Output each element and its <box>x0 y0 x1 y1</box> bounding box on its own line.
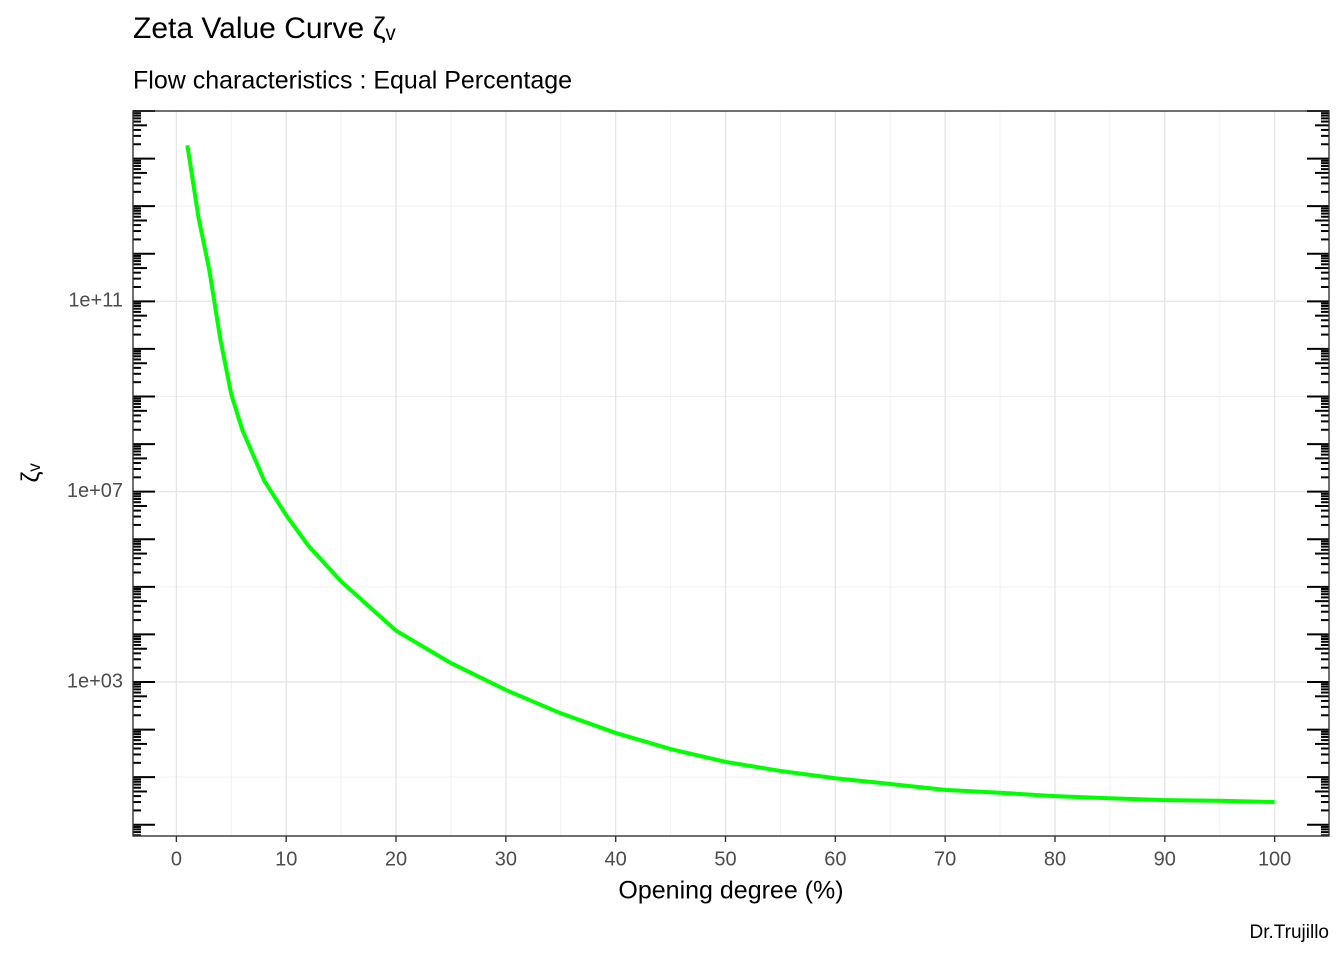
y-tick-label: 1e+11 <box>68 290 123 312</box>
plot-border <box>132 110 1330 837</box>
x-tick-label: 90 <box>1154 848 1176 870</box>
x-tick-label: 0 <box>171 848 182 870</box>
x-tick-label: 60 <box>824 848 846 870</box>
y-tick-label: 1e+03 <box>67 670 123 692</box>
x-tick-label: 100 <box>1258 848 1291 870</box>
chart-title: Zeta Value Curve ζᵥ <box>133 12 396 45</box>
x-tick-label: 30 <box>495 848 517 870</box>
chart-subtitle: Flow characteristics : Equal Percentage <box>133 67 572 95</box>
x-tick-label: 80 <box>1044 848 1066 870</box>
caption: Dr.Trujillo <box>1249 922 1329 943</box>
y-axis-label: ζᵥ <box>17 463 45 483</box>
y-tick-label: 1e+07 <box>67 480 123 502</box>
x-axis-label: Opening degree (%) <box>618 877 843 905</box>
line-series <box>185 145 1275 805</box>
x-tick-label: 10 <box>275 848 297 870</box>
x-tick-label: 50 <box>714 848 736 870</box>
x-tick-label: 40 <box>605 848 627 870</box>
x-tick-label: 70 <box>934 848 956 870</box>
x-tick-label: 20 <box>385 848 407 870</box>
